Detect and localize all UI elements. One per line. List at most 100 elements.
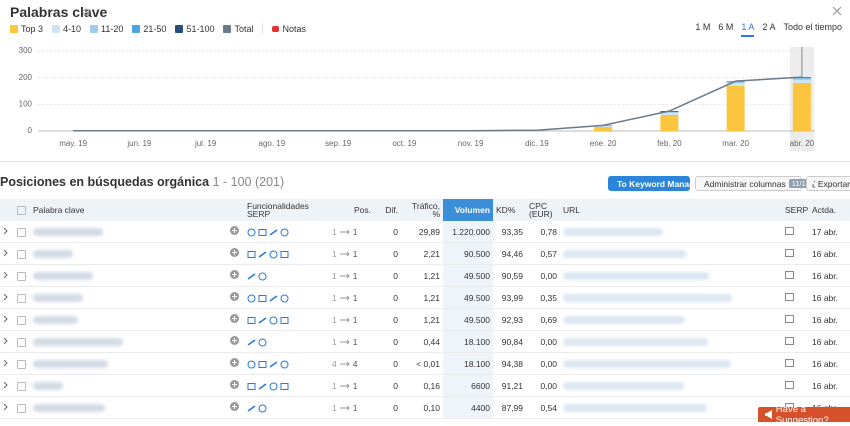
column-header[interactable]: URL <box>560 199 782 221</box>
arrow <box>4 382 7 388</box>
bar-segment <box>727 82 745 83</box>
export-button[interactable]: Exportar <box>806 176 850 191</box>
current-position: 1 <box>353 249 358 259</box>
add-icon[interactable] <box>230 314 239 323</box>
y-tick-label: 0 <box>28 126 33 135</box>
checkbox[interactable] <box>17 404 26 413</box>
cpc-cell: 0,78 <box>526 221 560 243</box>
checkbox[interactable] <box>17 250 26 259</box>
column-header[interactable]: Actda. <box>809 199 850 221</box>
add-icon[interactable] <box>230 380 239 389</box>
column-header[interactable]: CPC (EUR) <box>526 199 560 221</box>
expand-arrow[interactable] <box>3 359 9 367</box>
column-header[interactable]: SERP <box>782 199 809 221</box>
keyword-cell <box>30 331 227 353</box>
difference-cell: 0 <box>374 265 401 287</box>
traffic-cell: 0,44 <box>401 331 443 353</box>
add-icon[interactable] <box>230 292 239 301</box>
serp-icon[interactable] <box>785 293 794 301</box>
column-header[interactable]: Dif. <box>374 199 401 221</box>
checkbox[interactable] <box>17 338 26 347</box>
serp-feature-icon <box>258 294 267 303</box>
current-position: 1 <box>353 403 358 413</box>
serp-icon[interactable] <box>785 315 794 323</box>
feedback-button[interactable]: Have a Suggestion? <box>758 407 850 422</box>
icon-shape <box>259 229 266 235</box>
checkbox[interactable] <box>17 294 26 303</box>
previous-position: 1 <box>332 337 337 347</box>
column-header[interactable]: Palabra clave <box>30 199 244 221</box>
expand-arrow[interactable] <box>3 271 9 279</box>
volume-cell: 6600 <box>443 375 493 397</box>
arrow <box>340 252 349 256</box>
updated-cell: 16 abr. <box>809 375 850 397</box>
column-header[interactable]: KD% <box>493 199 526 221</box>
kd-cell: 94,38 <box>493 353 526 375</box>
column-header[interactable]: Pos. <box>329 199 374 221</box>
add-icon[interactable] <box>230 248 239 257</box>
checkbox[interactable] <box>17 228 26 237</box>
icon-shape <box>786 381 794 388</box>
add-icon[interactable] <box>230 226 239 235</box>
icon-shape <box>270 251 277 258</box>
traffic-cell: 0,16 <box>401 375 443 397</box>
icon-shape <box>259 405 266 412</box>
expand-arrow[interactable] <box>3 293 9 301</box>
expand-arrow[interactable] <box>3 315 9 323</box>
updated-cell: 16 abr. <box>809 309 850 331</box>
megaphone-icon <box>764 410 772 419</box>
serp-icon[interactable] <box>785 359 794 367</box>
divider <box>0 161 850 162</box>
blurred-keyword <box>33 228 103 236</box>
expand-arrow[interactable] <box>3 249 9 257</box>
add-icon[interactable] <box>230 336 239 345</box>
kd-cell: 92,93 <box>493 309 526 331</box>
column-header[interactable]: Funcionalidades SERP <box>244 199 329 221</box>
serp-icon[interactable] <box>785 337 794 345</box>
add-icon[interactable] <box>230 402 239 411</box>
serp-icon[interactable] <box>785 271 794 279</box>
previous-position: 1 <box>332 271 337 281</box>
serp-feature-icon <box>247 272 256 281</box>
blurred-keyword <box>33 272 93 280</box>
difference-cell: 0 <box>374 287 401 309</box>
serp-icon[interactable] <box>785 381 794 389</box>
traffic-cell: 2,21 <box>401 243 443 265</box>
checkbox[interactable] <box>17 360 26 369</box>
arrow <box>4 272 7 278</box>
expand-arrow[interactable] <box>3 227 9 235</box>
bar-segment <box>594 127 612 131</box>
serp-icon[interactable] <box>785 227 794 235</box>
checkbox[interactable] <box>17 272 26 281</box>
bar-segment <box>660 113 678 115</box>
close-icon[interactable] <box>833 7 841 15</box>
icon-shape <box>281 229 288 236</box>
arrow <box>4 294 7 300</box>
serp-features-cell <box>244 265 329 287</box>
add-icon[interactable] <box>230 358 239 367</box>
expand-arrow[interactable] <box>3 337 9 345</box>
checkbox[interactable] <box>17 382 26 391</box>
icon-shape <box>786 227 794 234</box>
keyword-manager-button[interactable]: To Keyword Manager <box>608 176 690 191</box>
url-cell <box>560 287 782 309</box>
arrow <box>4 338 7 344</box>
expand-arrow[interactable] <box>3 403 9 411</box>
column-header[interactable]: Tráfico, % <box>401 199 443 221</box>
add-cell <box>227 221 244 243</box>
checkbox[interactable] <box>17 206 26 215</box>
expand-arrow[interactable] <box>3 381 9 389</box>
checkbox[interactable] <box>17 316 26 325</box>
cpc-cell: 0,57 <box>526 243 560 265</box>
info-icon[interactable] <box>83 9 89 15</box>
serp-icon[interactable] <box>785 249 794 257</box>
column-header[interactable]: Volumen <box>443 199 493 221</box>
keyword-cell <box>30 353 227 375</box>
add-icon[interactable] <box>230 270 239 279</box>
traffic-cell: 29,89 <box>401 221 443 243</box>
